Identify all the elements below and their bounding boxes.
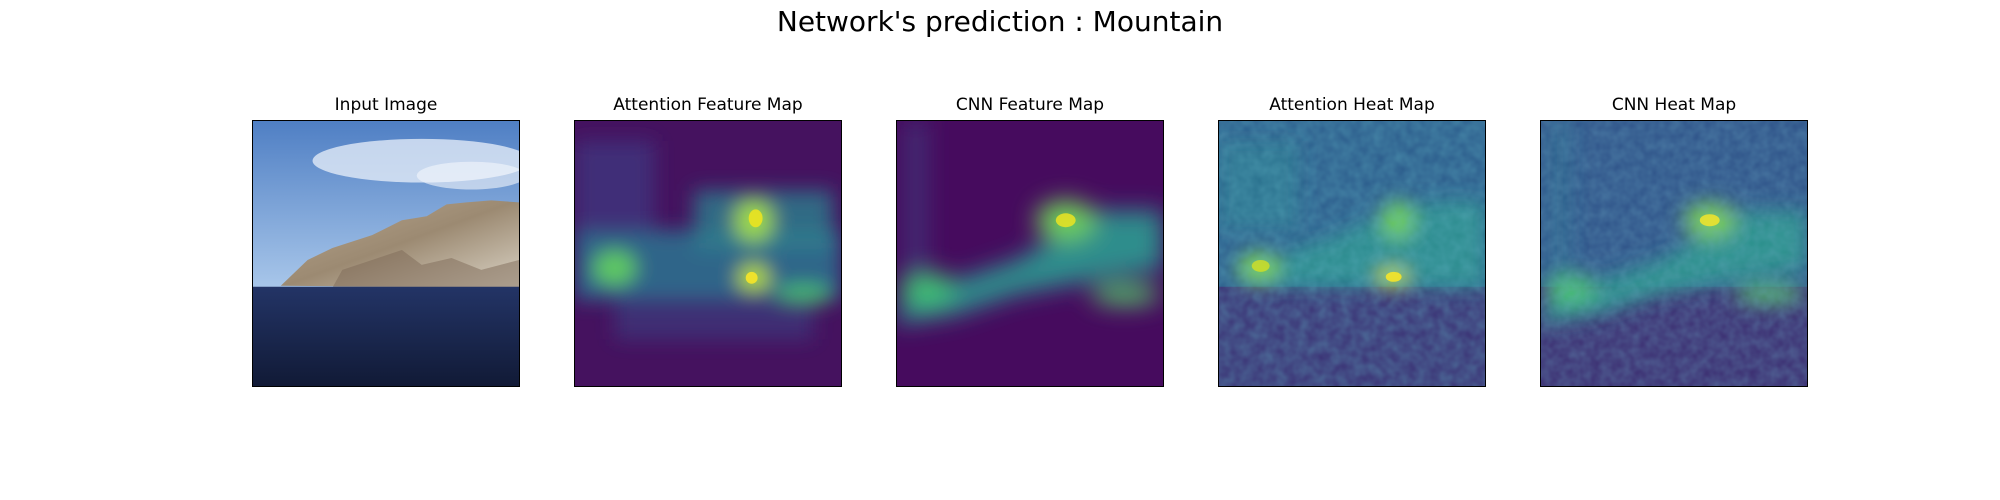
figure-title: Network's prediction : Mountain [776,5,1224,38]
attention-feature-map [575,121,841,386]
cnn-feature-map [897,121,1163,386]
attention-heat-map-panel [1218,120,1486,387]
panel-title-input-image: Input Image [334,95,438,115]
input-image [253,121,519,386]
cnn-heat-map [1541,121,1807,386]
cnn-feature-map-panel [896,120,1164,387]
input-image-panel [252,120,520,387]
cnn-heat-map-panel [1540,120,1808,387]
panel-title-cnn-heat-map: CNN Heat Map [1611,95,1737,115]
panel-title-attention-feature-map: Attention Feature Map [613,95,803,115]
panel-title-attention-heat-map: Attention Heat Map [1269,95,1435,115]
attention-heat-map [1219,121,1485,386]
attention-feature-map-panel [574,120,842,387]
panel-title-cnn-feature-map: CNN Feature Map [955,95,1105,115]
